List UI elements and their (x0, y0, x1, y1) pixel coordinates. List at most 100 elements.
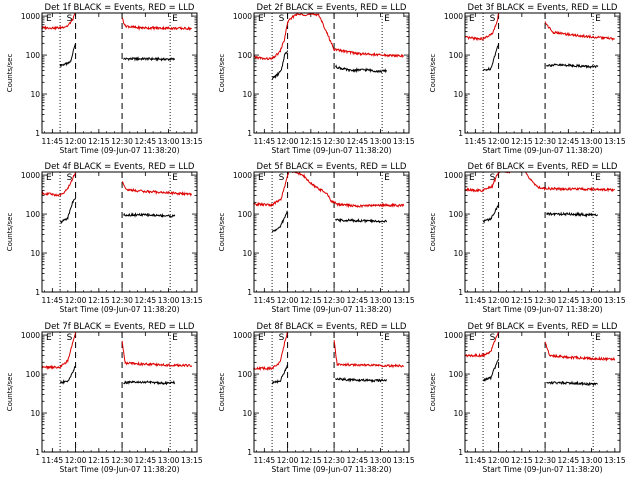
lld-series-line (121, 340, 193, 368)
y-tick-label: 1 (35, 288, 40, 297)
x-tick-label: 13:15 (604, 296, 626, 305)
x-tick-label: 11:45 (254, 296, 276, 305)
interval-marker: E (384, 14, 390, 24)
y-tick-label: 100 (449, 210, 464, 219)
x-tick-label: 12:45 (347, 296, 369, 305)
x-tick-label: 12:45 (347, 137, 369, 146)
panel-title: Det 1f BLACK = Events, RED = LLD (45, 3, 195, 13)
y-axis-label: Counts/sec (429, 373, 437, 412)
y-tick-label: 100 (238, 210, 253, 219)
x-tick-label: 12:00 (65, 296, 87, 305)
y-tick-label: 100 (26, 210, 41, 219)
panel-title: Det 5f BLACK = Events, RED = LLD (257, 162, 407, 172)
interval-marker: S (67, 333, 73, 343)
panel-title: Det 7f BLACK = Events, RED = LLD (45, 322, 195, 332)
x-tick-label: 12:15 (511, 137, 533, 146)
lld-series-line (544, 341, 616, 362)
x-tick-label: 12:00 (488, 137, 510, 146)
y-tick-label: 1000 (233, 331, 252, 340)
x-tick-label: 13:15 (181, 456, 203, 465)
events-series-line (272, 210, 288, 233)
events-series-line (482, 43, 500, 72)
events-series-line (60, 365, 76, 385)
x-tick-label: 13:00 (158, 456, 180, 465)
x-tick-label: 12:00 (277, 296, 299, 305)
x-tick-label: 12:00 (488, 456, 510, 465)
x-tick-label: 13:00 (370, 456, 392, 465)
detector-panel: Det 3f BLACK = Events, RED = LLD Counts/s… (429, 3, 626, 155)
interval-marker: E (595, 173, 601, 183)
y-tick-label: 1000 (444, 331, 463, 340)
y-tick-label: 100 (26, 51, 41, 60)
x-tick-label: 13:00 (370, 296, 392, 305)
plot-frame (253, 171, 410, 293)
events-series-line (335, 64, 387, 74)
y-tick-label: 1000 (21, 12, 40, 21)
lld-series-line (464, 171, 616, 193)
x-tick-label: 12:15 (511, 296, 533, 305)
interval-marker: E (258, 173, 264, 183)
detector-panel: Det 2f BLACK = Events, RED = LLD Counts/s… (218, 3, 415, 155)
plot-frame (41, 331, 198, 453)
y-tick-label: 1000 (21, 171, 40, 180)
events-series-line (123, 212, 176, 218)
x-axis-label: Start Time (09-Jun-07 11:38:20) (272, 146, 392, 155)
x-tick-label: 12:30 (323, 296, 345, 305)
events-series-line (271, 50, 289, 80)
y-tick-label: 1000 (444, 12, 463, 21)
x-tick-label: 13:00 (581, 456, 603, 465)
y-tick-label: 10 (453, 409, 463, 418)
y-tick-label: 1000 (233, 12, 252, 21)
interval-marker: E (469, 173, 475, 183)
interval-marker: S (279, 333, 285, 343)
detector-panel: Det 5f BLACK = Events, RED = LLD Counts/s… (218, 162, 415, 314)
lld-series-line (41, 12, 76, 31)
x-axis-label: Start Time (09-Jun-07 11:38:20) (60, 305, 180, 314)
x-tick-label: 12:15 (88, 137, 110, 146)
events-series-line (546, 380, 598, 387)
y-tick-label: 10 (242, 409, 252, 418)
x-tick-label: 12:30 (534, 137, 556, 146)
x-tick-label: 13:00 (370, 137, 392, 146)
events-series-line (271, 364, 288, 385)
lld-series-line (121, 181, 193, 197)
y-tick-label: 10 (30, 249, 40, 258)
y-tick-label: 1 (458, 129, 463, 138)
y-tick-label: 1 (458, 288, 463, 297)
x-tick-label: 11:45 (42, 296, 64, 305)
y-tick-label: 10 (30, 409, 40, 418)
events-series-line (546, 211, 598, 218)
x-tick-label: 11:45 (42, 456, 64, 465)
events-series-line (482, 358, 500, 383)
plot-frame (41, 12, 198, 134)
interval-marker: S (490, 333, 496, 343)
x-tick-label: 13:15 (181, 137, 203, 146)
y-tick-label: 1 (247, 288, 252, 297)
events-series-line (546, 63, 599, 69)
y-tick-label: 100 (449, 370, 464, 379)
x-tick-label: 12:30 (111, 296, 133, 305)
y-axis-label: Counts/sec (429, 213, 437, 252)
y-tick-label: 100 (449, 51, 464, 60)
lld-series-line (122, 17, 192, 32)
interval-marker: E (172, 14, 178, 24)
detector-panel: Det 4f BLACK = Events, RED = LLD Counts/s… (6, 162, 203, 314)
x-tick-label: 12:00 (65, 137, 87, 146)
interval-marker: E (258, 14, 264, 24)
x-tick-label: 12:30 (111, 137, 133, 146)
events-series-line (335, 218, 388, 224)
y-axis-label: Counts/sec (218, 54, 226, 93)
interval-marker: S (490, 14, 496, 24)
lld-series-line (253, 12, 404, 61)
x-tick-label: 12:30 (323, 456, 345, 465)
interval-marker: E (595, 14, 601, 24)
y-tick-label: 10 (30, 90, 40, 99)
x-tick-label: 11:45 (42, 137, 64, 146)
events-series-line (123, 56, 175, 62)
x-axis-label: Start Time (09-Jun-07 11:38:20) (272, 305, 392, 314)
y-tick-label: 10 (242, 90, 252, 99)
interval-marker: S (67, 173, 73, 183)
interval-marker: E (595, 333, 601, 343)
events-series-line (482, 203, 500, 224)
